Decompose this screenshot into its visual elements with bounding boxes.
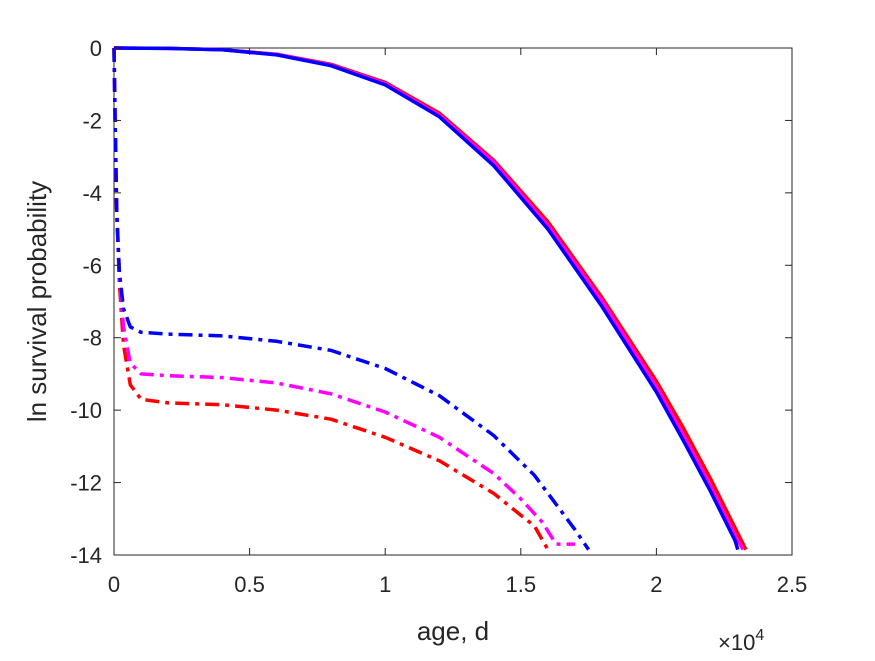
y-tick-label: -6 <box>82 253 102 278</box>
x-tick-label: 2.5 <box>777 572 808 597</box>
y-tick-label: 0 <box>90 36 102 61</box>
x-axis-exponent: ×104 <box>718 627 764 655</box>
y-axis-ticks: 0 -2 -4 -6 -8 -10 -12 -14 <box>70 36 792 568</box>
x-tick-label: 0 <box>108 572 120 597</box>
x-axis-label: age, d <box>417 616 489 646</box>
plot-area <box>113 47 793 556</box>
x-axis-exponent-power: 4 <box>755 627 764 644</box>
y-tick-label: -4 <box>82 181 102 206</box>
y-tick-label: -2 <box>82 108 102 133</box>
y-tick-label: -10 <box>70 398 102 423</box>
x-tick-label: 1 <box>379 572 391 597</box>
y-tick-label: -8 <box>82 326 102 351</box>
y-tick-label: -12 <box>70 471 102 496</box>
y-axis-label: ln survival probability <box>22 181 52 422</box>
series-line-6 <box>112 47 591 551</box>
x-tick-label: 0.5 <box>234 572 265 597</box>
y-tick-label: -14 <box>70 543 102 568</box>
x-axis-ticks: 0 0.5 1 1.5 2 2.5 <box>108 48 807 597</box>
x-tick-label: 2 <box>650 572 662 597</box>
x-axis-exponent-base: ×10 <box>718 630 755 655</box>
x-tick-label: 1.5 <box>506 572 537 597</box>
series-line-3 <box>113 46 740 551</box>
